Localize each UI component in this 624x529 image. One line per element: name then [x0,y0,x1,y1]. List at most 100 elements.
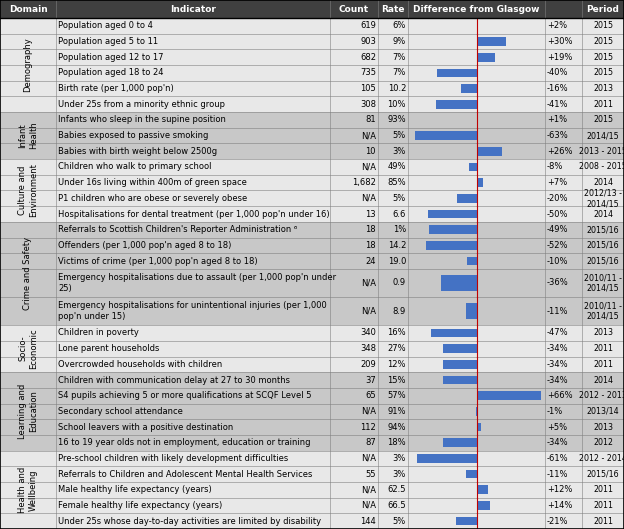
Text: +19%: +19% [547,53,572,62]
Text: N/A: N/A [361,501,376,510]
Bar [0,222,624,238]
Text: +30%: +30% [547,37,572,46]
Text: 2015/16: 2015/16 [587,257,619,266]
Text: 2015: 2015 [593,68,613,77]
Bar [477,178,484,187]
Bar [0,372,624,388]
Bar [477,37,506,46]
Bar [0,159,624,175]
Text: -41%: -41% [547,100,568,109]
Text: 2015/16: 2015/16 [587,241,619,250]
Text: P1 children who are obese or severely obese: P1 children who are obese or severely ob… [58,194,247,203]
Bar [0,325,624,341]
Text: 5%: 5% [392,131,406,140]
Text: +5%: +5% [547,423,567,432]
Text: Population aged 18 to 24: Population aged 18 to 24 [58,68,163,77]
Text: 2013: 2013 [593,329,613,338]
Text: Under 16s living within 400m of green space: Under 16s living within 400m of green sp… [58,178,247,187]
Text: N/A: N/A [361,307,376,316]
Bar [0,297,624,325]
Text: -10%: -10% [547,257,568,266]
Text: -52%: -52% [547,241,568,250]
Bar [0,435,624,451]
Bar [457,194,477,203]
Text: +14%: +14% [547,501,572,510]
Text: -61%: -61% [547,454,568,463]
Bar [443,439,477,447]
Text: +26%: +26% [547,147,572,156]
Text: -11%: -11% [547,307,568,316]
Text: Socio-
Economic: Socio- Economic [18,329,37,369]
Text: 2010/11 -
2014/15: 2010/11 - 2014/15 [584,302,622,321]
Text: 348: 348 [360,344,376,353]
Text: 2011: 2011 [593,360,613,369]
Text: Male healthy life expectancy (years): Male healthy life expectancy (years) [58,485,212,494]
Bar [429,225,477,234]
Bar [0,143,624,159]
Text: 2012: 2012 [593,438,613,447]
Text: 682: 682 [360,53,376,62]
Text: 16%: 16% [388,329,406,338]
Bar [417,454,477,463]
Text: N/A: N/A [361,131,376,140]
Text: +1%: +1% [547,115,567,124]
Bar [0,388,624,404]
Text: 340: 340 [360,329,376,338]
Bar [0,513,624,529]
Bar [0,34,624,49]
Bar [477,22,479,30]
Text: 735: 735 [360,68,376,77]
Bar [0,269,624,297]
Text: 81: 81 [366,115,376,124]
Text: 66.5: 66.5 [388,501,406,510]
Text: +12%: +12% [547,485,572,494]
Bar [467,257,477,266]
Text: 2015/16: 2015/16 [587,225,619,234]
Bar [0,357,624,372]
Text: Under 25s whose day-to-day activities are limited by disability: Under 25s whose day-to-day activities ar… [58,517,321,526]
Text: 308: 308 [360,100,376,109]
Text: 6%: 6% [392,21,406,30]
Text: Overcrowded households with children: Overcrowded households with children [58,360,222,369]
Text: 18: 18 [366,225,376,234]
Text: Offenders (per 1,000 pop'n aged 8 to 18): Offenders (per 1,000 pop'n aged 8 to 18) [58,241,232,250]
Text: Period: Period [587,5,620,14]
Text: 2013: 2013 [593,84,613,93]
Bar [461,84,477,93]
Text: 7%: 7% [392,68,406,77]
Text: N/A: N/A [361,162,376,171]
Text: Health and
Wellbeing: Health and Wellbeing [18,467,37,513]
Text: Demography: Demography [24,38,32,93]
Text: 10.2: 10.2 [388,84,406,93]
Text: Children in poverty: Children in poverty [58,329,139,338]
Bar [426,241,477,250]
Text: Difference from Glasgow: Difference from Glasgow [413,5,540,14]
Text: -34%: -34% [547,438,568,447]
Bar [477,423,481,431]
Bar [0,0,624,18]
Text: -16%: -16% [547,84,568,93]
Text: 105: 105 [360,84,376,93]
Text: 2015: 2015 [593,37,613,46]
Text: 5%: 5% [392,517,406,526]
Bar [443,376,477,385]
Text: 3%: 3% [392,470,406,479]
Text: 2015: 2015 [593,53,613,62]
Text: 2011: 2011 [593,100,613,109]
Bar [0,498,624,513]
Text: 2012/13 -
2014/15: 2012/13 - 2014/15 [584,189,622,208]
Bar [477,501,490,510]
Text: N/A: N/A [361,194,376,203]
Text: 87: 87 [365,438,376,447]
Bar [0,96,624,112]
Text: 14.2: 14.2 [388,241,406,250]
Bar [0,175,624,190]
Text: 144: 144 [360,517,376,526]
Text: 37: 37 [365,376,376,385]
Text: 18%: 18% [388,438,406,447]
Text: -40%: -40% [547,68,568,77]
Text: 65: 65 [366,391,376,400]
Text: Learning and
Education: Learning and Education [18,384,37,439]
Text: 2010/11 -
2014/15: 2010/11 - 2014/15 [584,273,622,293]
Text: Rate: Rate [381,5,405,14]
